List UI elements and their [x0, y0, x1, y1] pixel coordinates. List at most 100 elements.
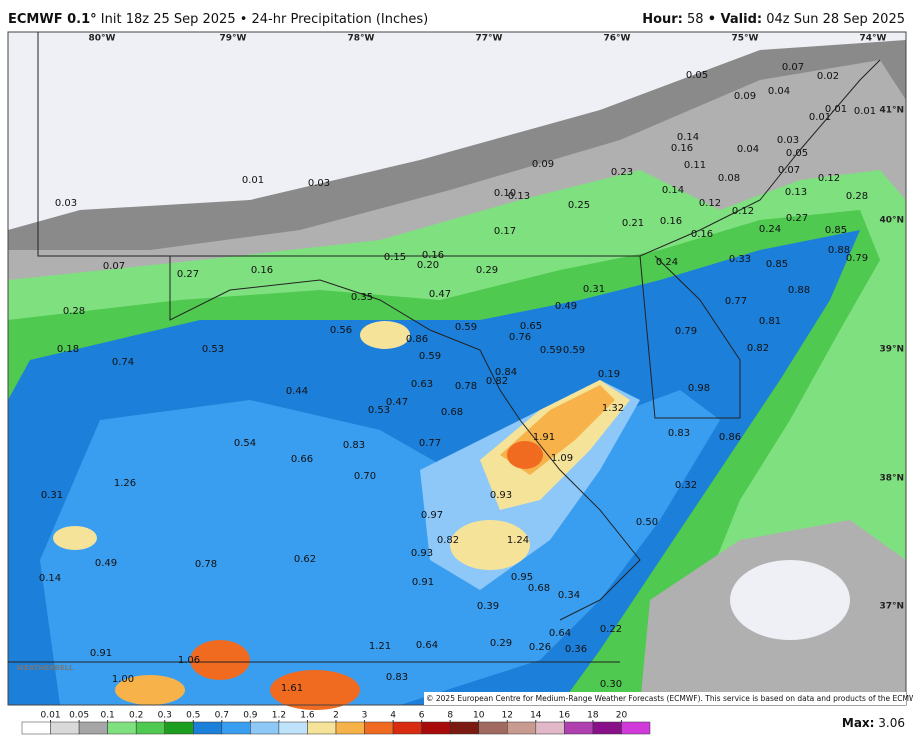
- hour-label: Hour:: [642, 12, 683, 27]
- precip-value: 0.17: [494, 226, 516, 237]
- legend-swatch: [221, 721, 251, 735]
- max-value: Max: 3.06: [842, 716, 905, 730]
- precip-value: 0.53: [368, 405, 390, 416]
- precip-value: 1.91: [533, 432, 555, 443]
- max-number: 3.06: [878, 716, 905, 730]
- longitude-label: 80°W: [89, 34, 116, 44]
- precip-value: 0.07: [782, 62, 804, 73]
- precip-value: 0.88: [788, 285, 810, 296]
- precip-value: 0.12: [699, 198, 721, 209]
- precip-value: 0.54: [234, 438, 256, 449]
- legend-swatch: [250, 721, 280, 735]
- precip-value: 0.56: [330, 325, 352, 336]
- precip-value: 0.85: [825, 225, 847, 236]
- precip-value: 0.03: [308, 178, 330, 189]
- precip-value: 0.14: [677, 132, 699, 143]
- precip-value: 0.03: [55, 198, 77, 209]
- precip-value: 0.83: [668, 428, 690, 439]
- header-left: ECMWF 0.1° Init 18z 25 Sep 2025 • 24-hr …: [8, 12, 428, 27]
- precip-value: 0.10: [494, 188, 516, 199]
- precip-value: 0.12: [818, 173, 840, 184]
- logo: WEATHERBELL: [16, 664, 74, 672]
- precip-value: 0.15: [384, 252, 406, 263]
- precip-value: 0.30: [600, 679, 622, 690]
- precip-value: 1.61: [281, 683, 303, 694]
- precip-value: 0.47: [429, 289, 451, 300]
- precip-value: 0.13: [785, 187, 807, 198]
- precip-value: 0.02: [817, 71, 839, 82]
- precip-value: 0.21: [622, 218, 644, 229]
- precip-value: 0.49: [555, 301, 577, 312]
- precip-value: 1.26: [114, 478, 136, 489]
- precip-value: 0.97: [421, 510, 443, 521]
- precip-value: 0.70: [354, 471, 376, 482]
- precip-value: 0.16: [691, 229, 713, 240]
- longitude-label: 79°W: [220, 34, 247, 44]
- precip-value: 0.07: [778, 165, 800, 176]
- precip-value: 0.68: [441, 407, 463, 418]
- precip-value: 0.24: [656, 257, 678, 268]
- legend-swatch: [78, 721, 108, 735]
- longitude-label: 77°W: [476, 34, 503, 44]
- legend-swatch: [193, 721, 223, 735]
- precip-value: 0.31: [41, 490, 63, 501]
- precip-value: 0.85: [766, 259, 788, 270]
- precip-value: 0.50: [636, 517, 658, 528]
- precip-value: 1.00: [112, 674, 134, 685]
- init-info: Init 18z 25 Sep 2025 • 24-hr Precipitati…: [101, 12, 428, 27]
- precip-value: 0.82: [437, 535, 459, 546]
- legend-tick-label: 0.9: [243, 711, 258, 721]
- latitude-label: 41°N: [879, 106, 904, 116]
- legend-tick-label: 8: [447, 711, 453, 721]
- precip-value: 0.53: [202, 344, 224, 355]
- precip-value: 0.68: [528, 583, 550, 594]
- legend-swatch: [449, 721, 479, 735]
- precip-value: 0.04: [768, 86, 790, 97]
- precip-value: 0.11: [684, 160, 706, 171]
- precip-value: 0.86: [719, 432, 741, 443]
- precip-value: 0.49: [95, 558, 117, 569]
- precip-value: 0.01: [242, 175, 264, 186]
- precip-value: 0.16: [660, 216, 682, 227]
- precip-value: 0.62: [294, 554, 316, 565]
- precip-value: 1.24: [507, 535, 529, 546]
- precip-value: 0.01: [809, 112, 831, 123]
- precip-value: 0.83: [386, 672, 408, 683]
- latitude-label: 37°N: [879, 602, 904, 612]
- legend-swatch: [135, 721, 165, 735]
- precip-value: 1.21: [369, 641, 391, 652]
- legend-swatch: [392, 721, 422, 735]
- precip-value: 0.04: [737, 144, 759, 155]
- precip-value: 0.59: [455, 322, 477, 333]
- precip-value: 1.06: [178, 655, 200, 666]
- precip-value: 0.35: [351, 292, 373, 303]
- legend-tick-label: 2: [333, 711, 339, 721]
- legend-swatch: [621, 721, 651, 735]
- precip-value: 0.05: [786, 148, 808, 159]
- precip-value: 0.36: [565, 644, 587, 655]
- hour: 58: [687, 12, 704, 27]
- legend-tick-label: 0.05: [69, 711, 89, 721]
- precip-value: 0.16: [671, 143, 693, 154]
- legend-tick-label: 0.5: [186, 711, 200, 721]
- precip-value: 0.09: [532, 159, 554, 170]
- valid-time: 04z Sun 28 Sep 2025: [766, 12, 905, 27]
- precip-value: 0.24: [759, 224, 781, 235]
- precip-value: 0.32: [675, 480, 697, 491]
- precip-value: 0.74: [112, 357, 134, 368]
- legend-swatch: [335, 721, 365, 735]
- legend-swatch: [478, 721, 508, 735]
- max-label: Max:: [842, 716, 875, 730]
- precip-value: 0.78: [455, 381, 477, 392]
- precip-value: 0.88: [828, 245, 850, 256]
- precip-value: 0.59: [563, 345, 585, 356]
- precip-value: 0.13: [508, 191, 530, 202]
- precip-value: 0.27: [177, 269, 199, 280]
- longitude-label: 76°W: [604, 34, 631, 44]
- precip-field: [8, 32, 906, 710]
- legend-tick-label: 1.6: [300, 711, 315, 721]
- legend-tick-label: 0.2: [129, 711, 143, 721]
- precip-value: 0.39: [477, 601, 499, 612]
- legend-tick-label: 14: [530, 711, 542, 721]
- legend-swatch: [21, 721, 51, 735]
